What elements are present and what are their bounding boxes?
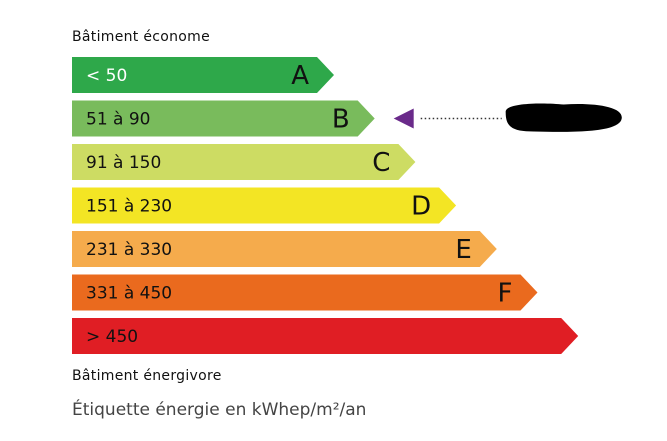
- range-label: 231 à 330: [86, 240, 172, 260]
- energy-bar-c: [72, 144, 416, 180]
- class-letter: F: [498, 279, 513, 309]
- range-label: 51 à 90: [86, 110, 151, 130]
- range-label: > 450: [86, 327, 138, 347]
- class-letter: E: [455, 235, 471, 265]
- range-label: 331 à 450: [86, 284, 172, 304]
- indicator-arrow-icon: [393, 108, 414, 129]
- redacted-value: [505, 103, 622, 132]
- range-label: 151 à 230: [86, 197, 172, 217]
- energy-bar-a: [72, 57, 334, 93]
- range-label: < 50: [86, 66, 127, 86]
- class-letter: A: [291, 61, 309, 91]
- class-letter: D: [411, 192, 431, 222]
- class-letter: C: [372, 148, 390, 178]
- energy-bar-b: [72, 100, 375, 137]
- class-letter: B: [332, 105, 350, 135]
- energy-bar-f: [72, 274, 538, 311]
- energy-bar-d: [72, 187, 457, 224]
- energy-bar-g: [72, 318, 579, 354]
- bottom-caption: Bâtiment énergivore: [72, 368, 222, 384]
- top-caption: Bâtiment économe: [72, 29, 210, 45]
- range-label: 91 à 150: [86, 153, 161, 173]
- energy-bar-e: [72, 231, 497, 267]
- unit-label: Étiquette énergie en kWhep/m²/an: [72, 400, 367, 420]
